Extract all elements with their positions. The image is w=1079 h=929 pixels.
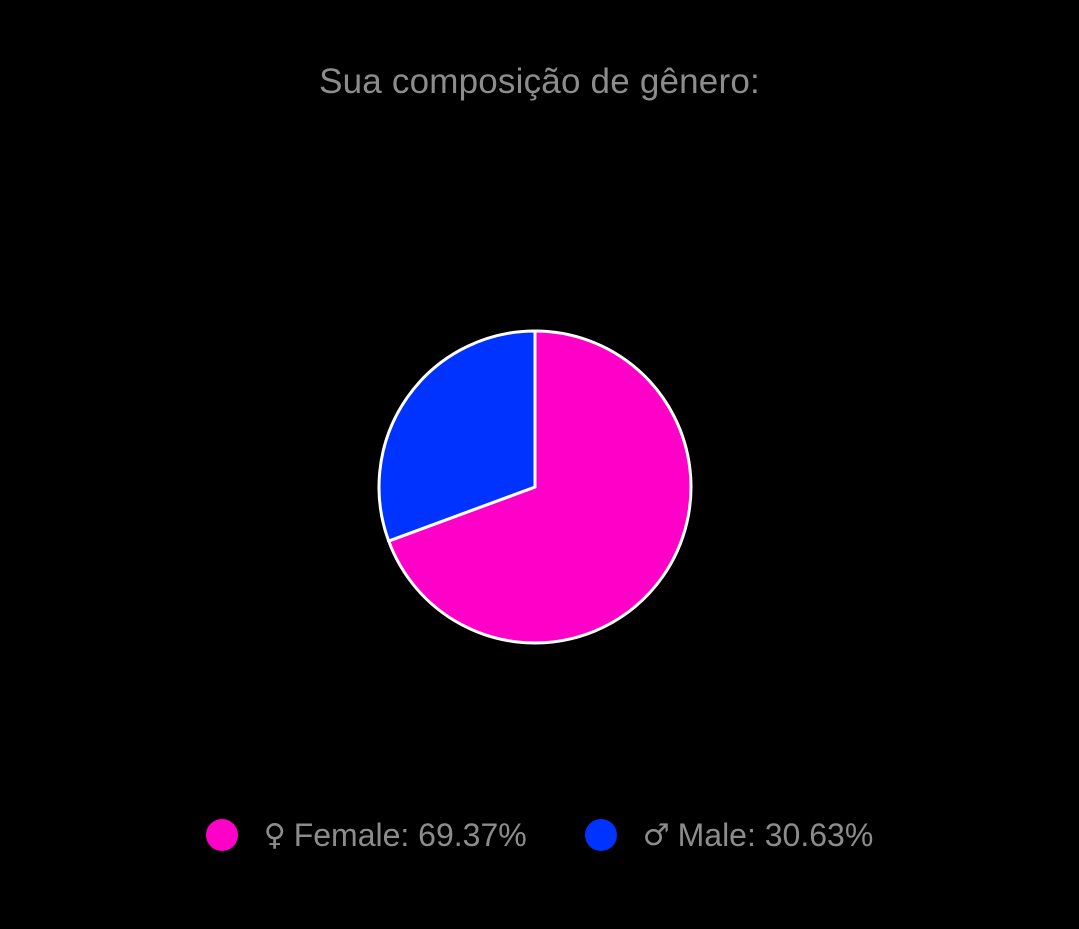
legend-value-male: 30.63% [764,816,874,853]
pie-slice-female[interactable] [387,329,693,645]
legend-swatch-female [205,819,238,851]
female-symbol-icon: ♀ [263,817,286,853]
chart-title: Sua composição de gênero: [319,62,760,101]
legend-swatch-male [584,819,617,851]
chart-legend: ♀ Female: 69.37% ♂ Male: 30.63% [0,812,1079,858]
legend-label-female: Female [293,816,401,853]
legend-label-male: Male [677,816,747,853]
legend-item-female[interactable]: ♀ Female: 69.37% [205,816,527,854]
legend-item-male[interactable]: ♂ Male: 30.63% [584,816,874,854]
legend-value-female: 69.37% [418,816,527,853]
male-symbol-icon: ♂ [642,817,670,853]
pie-slice-male[interactable] [377,329,537,543]
